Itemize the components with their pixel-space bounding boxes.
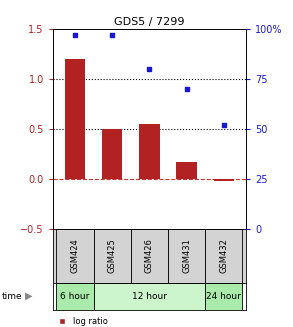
Text: ▶: ▶	[25, 291, 33, 301]
Bar	[94, 229, 131, 283]
Bar	[214, 179, 234, 181]
Point	[147, 67, 152, 72]
Bar	[57, 283, 94, 310]
Point	[184, 87, 189, 92]
Text: GSM432: GSM432	[219, 238, 228, 273]
Bar	[65, 60, 85, 179]
Bar	[102, 129, 122, 179]
Point	[73, 33, 77, 38]
Bar	[139, 124, 160, 179]
Bar	[176, 162, 197, 179]
Text: GSM426: GSM426	[145, 238, 154, 273]
Text: GSM424: GSM424	[71, 238, 80, 273]
Text: 6 hour: 6 hour	[60, 292, 90, 301]
Legend: log ratio, percentile rank within the sample: log ratio, percentile rank within the sa…	[53, 317, 214, 327]
Text: GSM431: GSM431	[182, 238, 191, 273]
Bar	[168, 229, 205, 283]
Bar	[205, 229, 242, 283]
Point	[222, 123, 226, 128]
Bar	[205, 283, 242, 310]
Bar	[131, 229, 168, 283]
Title: GDS5 / 7299: GDS5 / 7299	[114, 17, 185, 27]
Text: 12 hour: 12 hour	[132, 292, 167, 301]
Text: time: time	[1, 292, 22, 301]
Text: GSM425: GSM425	[108, 238, 117, 273]
Text: 24 hour: 24 hour	[206, 292, 241, 301]
Bar	[94, 283, 205, 310]
Bar	[57, 229, 94, 283]
Point	[110, 33, 115, 38]
